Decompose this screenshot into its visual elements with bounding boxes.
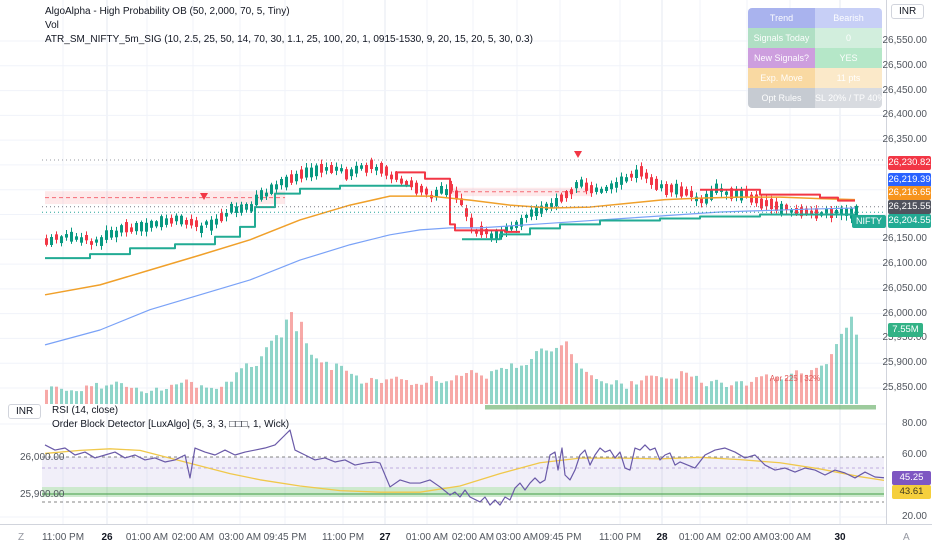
stats-value-cell: SL 20% / TP 40% xyxy=(815,88,882,108)
time-label: 11:00 PM xyxy=(41,532,85,543)
stats-label-cell: Trend xyxy=(748,8,815,28)
symbol-price-tag: NIFTY xyxy=(852,215,886,228)
price-level-lines xyxy=(42,159,886,213)
overlay-lines-layer xyxy=(44,171,856,346)
time-label: 01:00 AM xyxy=(678,532,722,543)
volume-bars-layer xyxy=(45,312,858,404)
stats-label-cell: Opt Rules xyxy=(748,88,815,108)
time-label: 02:00 AM xyxy=(171,532,215,543)
stats-value-cell: 0 xyxy=(815,28,882,48)
stats-label-cell: Signals Today xyxy=(748,28,815,48)
price-tick-label: 26,350.00 xyxy=(882,134,928,146)
stats-row: Signals Today 0 xyxy=(748,28,882,48)
stats-label-cell: New Signals? xyxy=(748,48,815,68)
rsi-tick-label: 20.00 xyxy=(901,511,927,522)
currency-button-lower[interactable]: INR xyxy=(8,404,42,419)
price-tick-label: 26,550.00 xyxy=(882,35,928,46)
indicator-title-rsi[interactable]: RSI (14, close) xyxy=(52,405,119,416)
time-label: 03:00 AM xyxy=(768,532,812,543)
currency-button[interactable]: INR xyxy=(891,4,925,19)
stats-row: Trend Bearish xyxy=(748,8,882,28)
price-tick-label: 26,400.00 xyxy=(882,109,928,121)
rsi-tick-label: 60.00 xyxy=(901,449,927,460)
time-label: 11:00 PM xyxy=(321,532,365,543)
price-label: 26,230.82 xyxy=(888,156,931,170)
price-tick-label: 25,850.00 xyxy=(882,382,928,393)
stats-row: New Signals? YES xyxy=(748,48,882,68)
rsi-value-label: 45.25 xyxy=(892,471,931,485)
price-tick-label: 26,100.00 xyxy=(882,258,928,270)
lower-pane-titles: RSI (14, close) Order Block Detector [Lu… xyxy=(52,404,289,432)
indicator-title-vol[interactable]: Vol xyxy=(45,20,59,31)
axis-corner-button: A xyxy=(903,532,910,543)
time-label: 01:00 AM xyxy=(125,532,169,543)
time-label: 03:00 AM xyxy=(495,532,539,543)
time-label: 09:45 PM xyxy=(263,532,307,543)
indicator-title-ob[interactable]: AlgoAlpha - High Probability OB (50, 2,0… xyxy=(45,6,290,17)
stats-label-cell: Exp. Move xyxy=(748,68,815,88)
price-label: 26,204.55 xyxy=(888,214,931,228)
sell-signal-markers xyxy=(200,151,582,200)
rsi-lines-layer xyxy=(44,429,885,506)
price-tick-label: 26,050.00 xyxy=(882,282,928,294)
timezone-corner-button: Z xyxy=(18,532,25,543)
price-label: 26,216.65 xyxy=(888,186,931,200)
stats-row: Opt Rules SL 20% / TP 40% xyxy=(748,88,882,108)
time-label-day: 26 xyxy=(101,532,113,543)
rsi-tick-label: 80.00 xyxy=(901,418,927,429)
stats-value-cell: 11 pts xyxy=(815,68,882,88)
time-axis[interactable]: Z A 11:00 PM 26 01:00 AM 02:00 AM 03:00 AM 09… xyxy=(0,524,932,550)
stats-value-cell: YES xyxy=(815,48,882,68)
order-block-zones xyxy=(45,187,592,205)
price-tick-label: 25,900.00 xyxy=(882,357,928,369)
volume-label: 7.55M xyxy=(888,323,923,337)
lower-left-price-label: 25,900.00 xyxy=(20,489,65,500)
price-axis[interactable]: INR 26,550.00 26,500.00 26,450.00 26,400.00… xyxy=(882,0,932,524)
time-label-day: 28 xyxy=(656,532,668,543)
time-label-day: 30 xyxy=(834,532,846,543)
price-tick-label: 26,500.00 xyxy=(882,59,928,71)
stats-value-cell: Bearish xyxy=(815,8,882,28)
stats-row: Exp. Move 11 pts xyxy=(748,68,882,88)
chart-canvas[interactable]: Apr 225 | 32% xyxy=(0,0,886,524)
time-label-day: 27 xyxy=(379,532,391,543)
rsi-value-label: 43.61 xyxy=(892,485,931,499)
price-tick-label: 26,450.00 xyxy=(882,84,928,96)
time-label: 02:00 AM xyxy=(725,532,769,543)
indicator-title-order-block[interactable]: Order Block Detector [LuxAlgo] (5, 3, 3,… xyxy=(52,419,290,430)
indicator-titles: AlgoAlpha - High Probability OB (50, 2,0… xyxy=(45,5,533,47)
interpane-order-block-band xyxy=(485,405,876,410)
price-tick-label: 26,150.00 xyxy=(882,233,928,245)
rsi-bands-layer xyxy=(42,456,884,503)
indicator-title-atr[interactable]: ATR_SM_NIFTY_5m_SIG (10, 2.5, 25, 50, 14… xyxy=(45,34,533,45)
lower-left-price-label: 26,000.00 xyxy=(20,452,65,463)
time-label: 03:00 AM xyxy=(218,532,262,543)
price-tick-label: 26,000.00 xyxy=(882,307,928,319)
time-label: 11:00 PM xyxy=(598,532,642,543)
volume-note-label: Apr 225 | 32% xyxy=(770,374,821,383)
time-label: 01:00 AM xyxy=(405,532,449,543)
time-label: 02:00 AM xyxy=(451,532,495,543)
price-tick-label: 25,950.00 xyxy=(882,332,928,344)
price-label: 26,219.39 xyxy=(888,173,931,187)
signal-stats-table: Trend Bearish Signals Today 0 New Signals? YE… xyxy=(748,8,882,108)
price-label: 26,215.55 xyxy=(888,200,931,214)
time-label: 09:45 PM xyxy=(538,532,582,543)
